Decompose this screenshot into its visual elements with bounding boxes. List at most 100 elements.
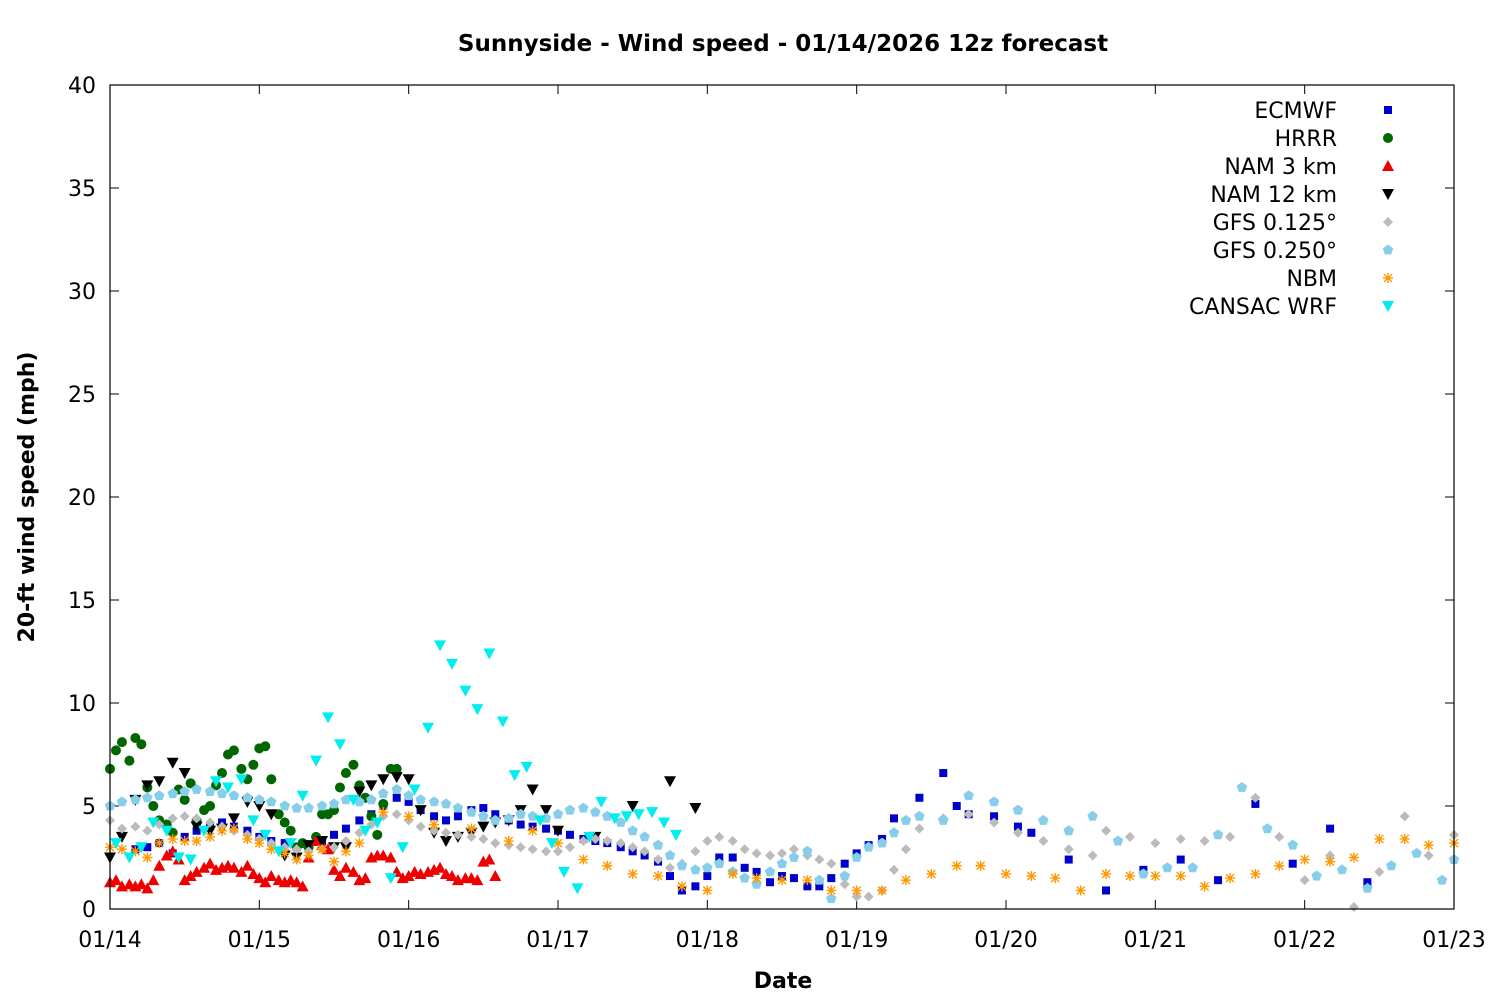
legend-marker: [1384, 106, 1392, 114]
data-point: [952, 802, 961, 810]
data-point: [205, 831, 216, 842]
data-point: [328, 863, 340, 875]
data-point: [827, 874, 836, 883]
data-point: [142, 792, 153, 803]
data-point: [664, 849, 676, 860]
y-tick-label: 25: [68, 383, 96, 408]
data-point: [520, 761, 533, 773]
data-point: [814, 874, 825, 885]
data-point: [284, 838, 297, 850]
data-point: [408, 784, 421, 796]
data-point: [402, 774, 415, 786]
data-point: [639, 846, 650, 857]
data-point: [221, 782, 234, 794]
data-point: [179, 836, 190, 847]
data-point: [1326, 824, 1335, 833]
data-point: [914, 823, 925, 834]
data-point: [1138, 868, 1149, 879]
data-point: [689, 803, 702, 815]
data-point: [540, 805, 553, 817]
data-point: [359, 825, 372, 837]
data-point: [963, 790, 974, 801]
data-point: [160, 825, 173, 837]
data-point: [1225, 873, 1235, 884]
legend-label: NBM: [1286, 267, 1337, 292]
data-point: [116, 844, 127, 855]
data-point: [236, 763, 247, 774]
data-point: [227, 861, 240, 873]
data-point: [802, 845, 813, 856]
data-point: [109, 874, 122, 886]
data-point: [1199, 836, 1210, 847]
data-point: [564, 804, 576, 815]
y-tick-label: 0: [82, 898, 96, 923]
data-point: [765, 850, 776, 861]
data-point: [198, 861, 211, 873]
data-point: [403, 811, 414, 822]
data-point: [371, 817, 384, 829]
data-point: [116, 796, 128, 807]
data-point: [516, 820, 525, 829]
data-point: [115, 831, 128, 843]
data-point: [900, 875, 911, 886]
data-point: [210, 776, 223, 788]
legend-marker: [1382, 301, 1394, 312]
data-point: [1336, 864, 1348, 875]
data-point: [441, 827, 451, 838]
data-point: [863, 841, 874, 852]
data-point: [1288, 859, 1297, 868]
data-point: [179, 786, 190, 796]
data-point: [1325, 856, 1336, 867]
legend-marker: [1383, 133, 1393, 143]
data-point: [1038, 814, 1049, 825]
data-point: [989, 817, 1000, 828]
data-point: [503, 812, 514, 823]
data-point: [900, 844, 911, 855]
legend-label: ECMWF: [1254, 99, 1337, 124]
data-point: [653, 854, 664, 865]
data-point: [665, 862, 675, 873]
data-point: [428, 796, 440, 807]
data-point: [190, 821, 203, 833]
data-point: [355, 816, 364, 825]
data-point: [542, 824, 551, 833]
data-point: [632, 809, 645, 821]
data-point: [466, 831, 477, 842]
data-point: [217, 825, 227, 836]
data-point: [1013, 822, 1022, 831]
data-point: [291, 802, 302, 813]
data-point: [602, 836, 613, 847]
data-point: [646, 807, 659, 819]
data-point: [490, 838, 501, 849]
data-point: [166, 757, 179, 769]
data-point: [434, 640, 447, 652]
data-point: [290, 876, 303, 888]
data-point: [527, 810, 538, 821]
data-point: [914, 810, 925, 821]
data-point: [204, 786, 216, 796]
data-point: [552, 808, 564, 819]
data-point: [1325, 850, 1336, 861]
data-point: [273, 809, 284, 820]
x-tick-label: 01/19: [825, 928, 888, 953]
data-point: [347, 865, 360, 877]
data-point: [384, 851, 397, 863]
data-point: [639, 831, 650, 842]
data-point: [135, 878, 148, 890]
data-point: [851, 885, 862, 896]
data-point: [340, 836, 351, 847]
data-point: [839, 870, 850, 881]
data-point: [777, 848, 787, 859]
data-point: [802, 875, 813, 886]
data-point: [1063, 825, 1074, 836]
data-point: [378, 798, 389, 809]
data-point: [130, 733, 141, 744]
data-point: [296, 880, 309, 892]
data-point: [191, 836, 202, 847]
data-point: [142, 852, 153, 863]
data-point: [333, 739, 346, 751]
plot-frame: [109, 84, 1455, 910]
y-tick-label: 40: [68, 74, 96, 99]
legend-marker: [1382, 160, 1394, 171]
data-point: [1250, 868, 1261, 879]
